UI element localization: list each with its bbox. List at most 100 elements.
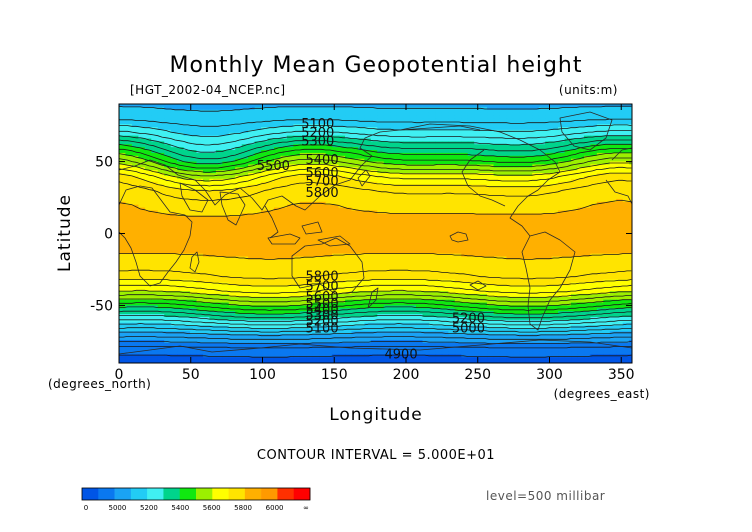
height-cell <box>228 181 236 186</box>
height-cell <box>461 173 469 177</box>
height-cell <box>138 198 146 203</box>
height-cell <box>409 155 417 160</box>
height-cell <box>306 138 314 143</box>
height-cell <box>319 155 327 160</box>
height-cell <box>151 121 159 125</box>
height-cell <box>345 245 353 249</box>
height-cell <box>454 112 462 117</box>
height-cell <box>370 178 378 183</box>
height-cell <box>487 250 495 255</box>
height-cell <box>377 124 385 128</box>
height-cell <box>422 198 430 203</box>
height-cell <box>525 219 533 223</box>
height-cell <box>332 216 340 220</box>
height-cell <box>571 104 579 108</box>
height-cell <box>609 167 617 171</box>
height-cell <box>338 167 346 171</box>
height-cell <box>383 239 391 243</box>
height-cell <box>377 196 385 200</box>
height-cell <box>616 170 624 174</box>
height-cell <box>512 236 520 240</box>
height-cell <box>151 256 159 260</box>
height-cell <box>183 147 191 151</box>
height-cell <box>332 190 340 194</box>
height-cell <box>616 201 624 206</box>
height-cell <box>235 144 243 148</box>
height-cell <box>590 141 598 145</box>
height-cell <box>422 155 430 160</box>
height-cell <box>403 216 411 220</box>
height-cell <box>144 135 152 140</box>
height-cell <box>493 190 501 194</box>
height-cell <box>622 219 630 223</box>
height-cell <box>293 265 301 269</box>
height-cell <box>241 282 249 286</box>
height-cell <box>383 147 391 151</box>
height-cell <box>603 233 611 237</box>
height-cell <box>474 115 482 119</box>
height-cell <box>629 173 632 177</box>
height-cell <box>441 250 449 255</box>
height-cell <box>583 104 591 108</box>
height-cell <box>616 164 624 168</box>
height-cell <box>222 115 230 119</box>
height-cell <box>487 207 495 212</box>
height-cell <box>261 265 269 269</box>
height-cell <box>616 129 624 134</box>
height-cell <box>590 173 598 177</box>
height-cell <box>144 256 152 260</box>
height-cell <box>202 210 211 214</box>
height-cell <box>390 262 398 266</box>
height-cell <box>209 181 217 186</box>
height-cell <box>467 227 475 232</box>
height-cell <box>396 239 404 243</box>
height-cell <box>273 132 282 137</box>
height-cell <box>448 167 456 171</box>
height-cell <box>125 109 133 114</box>
height-cell <box>319 279 327 284</box>
height-cell <box>351 184 359 189</box>
height-cell <box>454 207 462 212</box>
height-cell <box>267 115 275 119</box>
height-cell <box>551 150 559 154</box>
height-cell <box>583 173 591 177</box>
height-cell <box>390 279 398 284</box>
height-cell <box>164 141 172 145</box>
height-cell <box>338 152 346 157</box>
height-cell <box>448 161 456 166</box>
height-cell <box>306 204 314 209</box>
height-cell <box>396 112 404 117</box>
height-cell <box>487 155 495 160</box>
height-cell <box>403 129 411 134</box>
height-cell <box>409 219 417 223</box>
height-cell <box>583 167 591 171</box>
height-cell <box>286 138 294 143</box>
height-cell <box>241 152 249 157</box>
height-cell <box>241 184 249 189</box>
height-cell <box>487 253 495 258</box>
height-cell <box>390 187 398 191</box>
height-cell <box>345 124 353 128</box>
height-cell <box>571 279 579 284</box>
height-cell <box>390 230 398 235</box>
height-cell <box>435 173 443 177</box>
height-cell <box>622 204 630 209</box>
height-cell <box>428 161 437 166</box>
height-cell <box>551 147 559 151</box>
height-cell <box>196 270 204 275</box>
height-cell <box>177 104 185 108</box>
height-cell <box>435 227 443 232</box>
height-cell <box>622 196 630 200</box>
height-cell <box>267 198 275 203</box>
height-cell <box>119 279 127 284</box>
height-cell <box>506 219 514 223</box>
height-cell <box>351 221 359 226</box>
height-cell <box>532 198 540 203</box>
height-cell <box>125 164 133 168</box>
height-cell <box>248 279 256 284</box>
height-cell <box>299 190 307 194</box>
height-cell <box>506 135 514 140</box>
height-cell <box>467 276 475 281</box>
height-cell <box>545 173 553 177</box>
height-cell <box>435 224 443 229</box>
